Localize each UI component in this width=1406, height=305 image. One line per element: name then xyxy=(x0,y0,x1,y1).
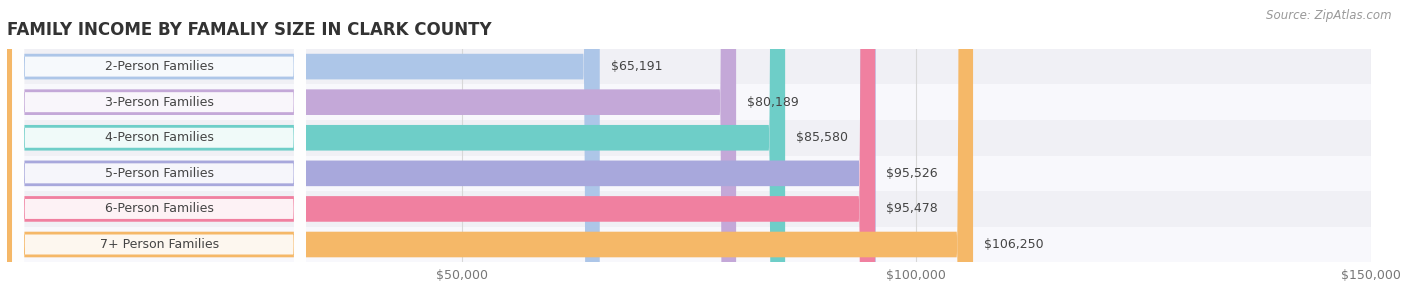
Text: FAMILY INCOME BY FAMALIY SIZE IN CLARK COUNTY: FAMILY INCOME BY FAMALIY SIZE IN CLARK C… xyxy=(7,21,492,39)
FancyBboxPatch shape xyxy=(7,0,876,305)
Bar xyxy=(7,84,1371,120)
FancyBboxPatch shape xyxy=(13,0,305,305)
FancyBboxPatch shape xyxy=(7,0,737,305)
Text: 4-Person Families: 4-Person Families xyxy=(104,131,214,144)
Text: Source: ZipAtlas.com: Source: ZipAtlas.com xyxy=(1267,9,1392,22)
Bar xyxy=(7,191,1371,227)
Text: $80,189: $80,189 xyxy=(747,96,799,109)
Text: 5-Person Families: 5-Person Families xyxy=(104,167,214,180)
Text: 6-Person Families: 6-Person Families xyxy=(104,203,214,215)
Text: $95,526: $95,526 xyxy=(886,167,938,180)
FancyBboxPatch shape xyxy=(13,0,305,305)
FancyBboxPatch shape xyxy=(7,0,785,305)
Text: $65,191: $65,191 xyxy=(610,60,662,73)
FancyBboxPatch shape xyxy=(13,0,305,305)
Bar xyxy=(7,227,1371,262)
FancyBboxPatch shape xyxy=(13,0,305,305)
Text: 2-Person Families: 2-Person Families xyxy=(104,60,214,73)
FancyBboxPatch shape xyxy=(13,0,305,305)
FancyBboxPatch shape xyxy=(7,0,600,305)
FancyBboxPatch shape xyxy=(13,0,305,305)
FancyBboxPatch shape xyxy=(7,0,973,305)
Text: $106,250: $106,250 xyxy=(984,238,1043,251)
Bar xyxy=(7,156,1371,191)
Text: 3-Person Families: 3-Person Families xyxy=(104,96,214,109)
FancyBboxPatch shape xyxy=(7,0,875,305)
Text: 7+ Person Families: 7+ Person Families xyxy=(100,238,219,251)
Bar xyxy=(7,120,1371,156)
Text: $85,580: $85,580 xyxy=(796,131,848,144)
Text: $95,478: $95,478 xyxy=(886,203,938,215)
Bar xyxy=(7,49,1371,84)
